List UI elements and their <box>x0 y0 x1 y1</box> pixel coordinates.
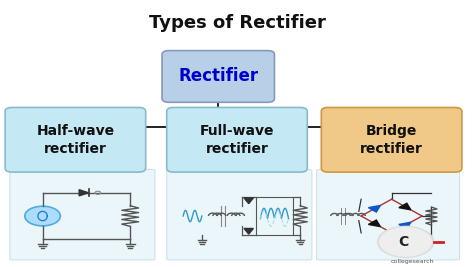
Circle shape <box>25 206 60 226</box>
FancyBboxPatch shape <box>10 170 155 260</box>
Polygon shape <box>244 229 254 234</box>
FancyBboxPatch shape <box>167 108 307 172</box>
Text: collegesearch: collegesearch <box>391 259 435 264</box>
Polygon shape <box>399 203 411 210</box>
Polygon shape <box>399 222 411 229</box>
FancyBboxPatch shape <box>162 51 274 102</box>
Text: Rectifier: Rectifier <box>178 68 258 85</box>
Circle shape <box>377 226 434 257</box>
Polygon shape <box>79 190 89 196</box>
FancyBboxPatch shape <box>321 108 462 172</box>
FancyBboxPatch shape <box>167 170 312 260</box>
Text: Full-wave
rectifier: Full-wave rectifier <box>200 124 274 156</box>
Polygon shape <box>368 220 380 227</box>
Text: Types of Rectifier: Types of Rectifier <box>148 14 326 33</box>
Polygon shape <box>244 198 254 204</box>
Text: Bridge
rectifier: Bridge rectifier <box>360 124 423 156</box>
FancyBboxPatch shape <box>5 108 146 172</box>
Circle shape <box>380 228 431 256</box>
Polygon shape <box>368 205 380 212</box>
Text: C: C <box>398 235 409 249</box>
FancyBboxPatch shape <box>317 170 459 260</box>
Text: Half-wave
rectifier: Half-wave rectifier <box>36 124 114 156</box>
